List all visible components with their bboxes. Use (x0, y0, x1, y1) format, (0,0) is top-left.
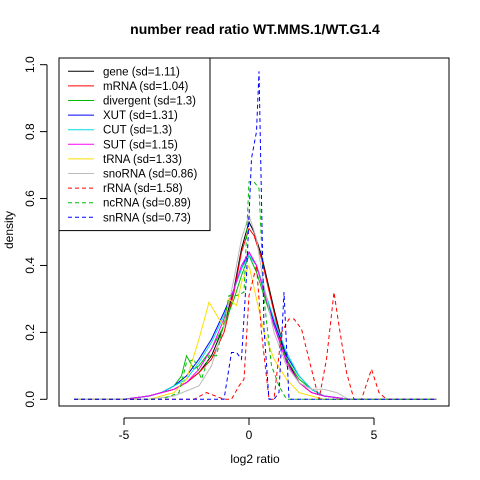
legend-label: SUT (sd=1.15) (103, 139, 178, 151)
legend-label: gene (sd=1.11) (103, 66, 180, 78)
series-line (74, 263, 437, 400)
plot-frame (58, 57, 450, 407)
x-tick-label: -5 (119, 428, 130, 442)
series-line (74, 251, 437, 400)
series-line (74, 254, 437, 400)
chart-title: number read ratio WT.MMS.1/WT.G1.4 (130, 21, 380, 37)
legend-label: snoRNA (sd=0.86) (103, 169, 197, 181)
y-tick-label: 0.6 (23, 190, 37, 207)
y-tick-label: 1.0 (23, 56, 37, 73)
series-line (74, 71, 437, 400)
legend-label: rRNA (sd=1.58) (103, 183, 183, 195)
x-tick-label: 5 (371, 428, 378, 442)
axes: -5 0 5 0.0 0.2 0.4 0.6 0.8 1.0 (23, 56, 377, 442)
legend-label: tRNA (sd=1.33) (103, 154, 182, 166)
series-line (74, 250, 437, 400)
y-tick-label: 0.8 (23, 123, 37, 140)
y-axis-label: density (2, 211, 16, 249)
y-tick-label: 0.2 (23, 324, 37, 341)
legend-label: mRNA (sd=1.04) (103, 81, 188, 93)
legend-label: ncRNA (sd=0.89) (103, 198, 191, 210)
series-line (74, 265, 437, 400)
x-axis-label: log2 ratio (230, 452, 280, 466)
legend-label: divergent (sd=1.3) (103, 96, 196, 108)
legend-label: XUT (sd=1.31) (103, 110, 178, 122)
series-line (74, 254, 437, 400)
series-line (74, 220, 437, 400)
y-tick-label: 0.4 (23, 257, 37, 274)
x-tick-label: 0 (246, 428, 253, 442)
y-tick-label: 0.0 (23, 391, 37, 408)
series-line (74, 213, 437, 400)
legend-label: CUT (sd=1.3) (103, 125, 172, 137)
legend-label: snRNA (sd=0.73) (103, 212, 191, 224)
series-line (74, 227, 437, 400)
series-lines (74, 71, 437, 400)
legend: gene (sd=1.11) mRNA (sd=1.04) divergent (s… (58, 57, 211, 232)
series-line (74, 181, 437, 400)
